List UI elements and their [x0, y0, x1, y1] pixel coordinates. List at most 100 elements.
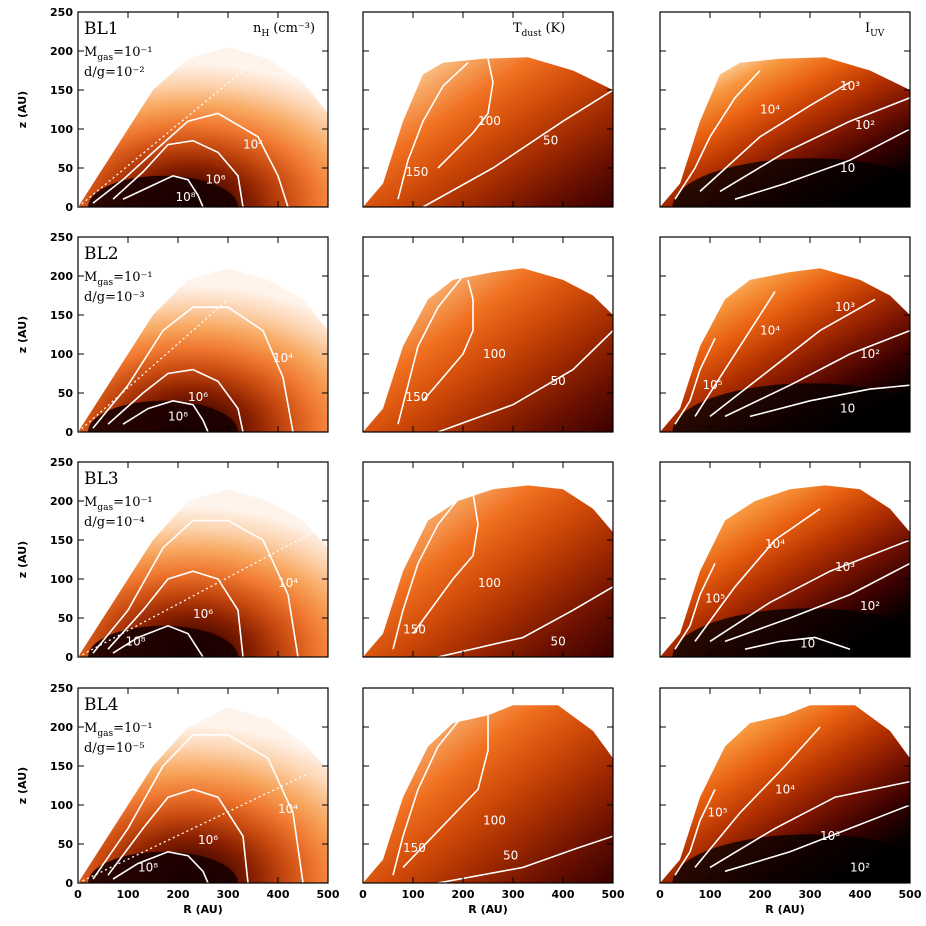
- x-tick-label: 500: [899, 888, 922, 901]
- contour-label: 10⁵: [708, 806, 728, 820]
- contour-label: 50: [543, 134, 558, 148]
- contour-line: [107, 570, 244, 657]
- y-tick-label: 100: [50, 123, 73, 136]
- y-tick-label: 50: [58, 612, 74, 625]
- contour-label: 10: [800, 637, 815, 651]
- contour-label: 10⁴: [760, 324, 780, 338]
- contour-label: 50: [551, 634, 566, 648]
- contour-line: [674, 338, 716, 425]
- contour-label: 10⁶: [198, 833, 218, 847]
- y-tick-label: 100: [50, 799, 73, 812]
- panel-bl4-uv: 10⁵ 10⁴ 10³ 10² 0 100 200 300 400 500 R (AU): [656, 687, 922, 916]
- contour-label: 10²: [860, 347, 880, 361]
- x-tick-label: 200: [167, 888, 190, 901]
- contour-line: [392, 492, 464, 650]
- y-tick-label: 100: [50, 573, 73, 586]
- x-tick-label: 0: [74, 888, 82, 901]
- density-field: [78, 268, 328, 432]
- contour-line: [437, 835, 613, 883]
- contour-line: [92, 519, 299, 657]
- density-field: [78, 47, 328, 207]
- contour-label: 150: [406, 165, 429, 179]
- contour-line: [719, 97, 910, 193]
- contour-line: [107, 368, 244, 432]
- y-tick-label: 200: [50, 270, 73, 283]
- contour-label: 10⁸: [176, 190, 196, 204]
- x-tick-label: 300: [217, 888, 240, 901]
- contour-label: 10²: [860, 599, 880, 613]
- x-axis-label: R (AU): [183, 903, 222, 916]
- contour-label: 10⁸: [126, 634, 146, 648]
- y-tick-label: 200: [50, 495, 73, 508]
- x-axis-label: R (AU): [765, 903, 804, 916]
- uv-shadow: [672, 158, 910, 207]
- temperature-field: [363, 485, 613, 657]
- contour-label: 10⁸: [138, 860, 158, 874]
- contour-line: [107, 788, 249, 883]
- contour-line: [744, 636, 851, 650]
- dust-to-gas-label: d/g=10⁻²: [84, 65, 145, 80]
- axes-frame: [362, 11, 614, 208]
- contour-label: 100: [478, 114, 501, 128]
- contour-line: [674, 563, 716, 650]
- y-axis-label: z (AU): [16, 316, 29, 353]
- contour-line: [674, 69, 761, 200]
- contour-line: [694, 726, 821, 868]
- axes-frame: [77, 236, 329, 433]
- contour-line: [724, 562, 910, 643]
- y-tick-label: 150: [50, 760, 73, 773]
- model-name: BL1: [84, 19, 119, 39]
- model-name: BL4: [84, 695, 119, 715]
- y-tick-label: 50: [58, 838, 74, 851]
- y-tick-label: 150: [50, 309, 73, 322]
- y-tick-label: 250: [50, 456, 73, 469]
- x-tick-label: 100: [402, 888, 425, 901]
- axes-frame: [77, 11, 329, 208]
- contour-line: [674, 789, 716, 876]
- contour-label: 10⁴: [760, 102, 780, 116]
- x-tick-label: 500: [317, 888, 340, 901]
- contour-line: [749, 384, 910, 418]
- contour-label: 10: [840, 402, 855, 416]
- contour-label: 10⁴: [243, 138, 263, 152]
- contour-line: [92, 112, 289, 207]
- mgas-label: Mgas=10⁻¹: [84, 721, 153, 739]
- contour-label: 100: [483, 347, 506, 361]
- x-tick-label: 300: [799, 888, 822, 901]
- contour-label: 10⁶: [188, 390, 208, 404]
- contour-line: [112, 850, 209, 883]
- dotted-line: [78, 298, 229, 432]
- axes-frame: [659, 11, 911, 208]
- density-field: [78, 489, 328, 657]
- x-tick-label: 300: [502, 888, 525, 901]
- x-tick-label: 200: [749, 888, 772, 901]
- contour-line: [397, 275, 464, 425]
- contour-label: 10: [840, 161, 855, 175]
- y-tick-label: 0: [65, 426, 73, 439]
- panel-title: IUV: [865, 21, 885, 39]
- model-name: BL2: [84, 244, 119, 264]
- contour-line: [709, 539, 910, 643]
- axes-frame: [77, 461, 329, 658]
- contour-label: 150: [403, 841, 426, 855]
- axes-frame: [77, 687, 329, 884]
- panel-bl3-temperature: 150 100 50: [362, 461, 614, 658]
- contour-label: 10²: [855, 118, 875, 132]
- contour-label: 10³: [835, 560, 855, 574]
- density-core: [88, 851, 238, 883]
- panel-bl1-temperature: 150 100 50 Tdust (K): [362, 11, 614, 208]
- uv-shadow: [672, 608, 910, 657]
- axes-frame: [362, 236, 614, 433]
- axes-frame: [659, 687, 911, 884]
- contour-line: [437, 586, 613, 657]
- dotted-line: [78, 66, 249, 207]
- x-tick-label: 400: [849, 888, 872, 901]
- contour-label: 10⁴: [775, 782, 795, 796]
- contour-line: [397, 62, 469, 200]
- x-tick-label: 100: [117, 888, 140, 901]
- y-tick-label: 250: [50, 6, 73, 19]
